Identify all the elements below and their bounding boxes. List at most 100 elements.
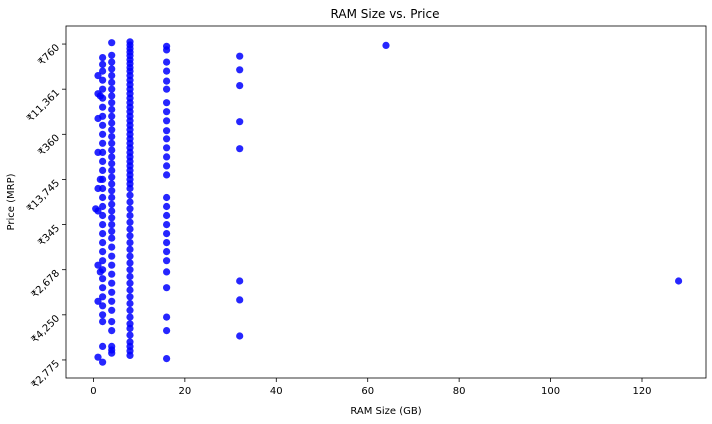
data-point <box>163 46 170 53</box>
data-point <box>94 354 101 361</box>
x-tick-label: 120 <box>632 386 651 397</box>
data-point <box>236 53 243 60</box>
data-point <box>108 52 115 59</box>
data-point <box>108 79 115 86</box>
data-point <box>108 174 115 181</box>
data-point <box>108 86 115 93</box>
data-point <box>163 127 170 134</box>
data-point <box>108 72 115 79</box>
data-point <box>108 350 115 357</box>
data-point <box>126 246 133 253</box>
data-point <box>99 221 106 228</box>
data-point <box>108 221 115 228</box>
data-point <box>126 192 133 199</box>
data-point <box>163 194 170 201</box>
data-point <box>163 78 170 85</box>
data-point <box>108 65 115 72</box>
data-point <box>163 171 170 178</box>
data-point <box>99 248 106 255</box>
x-tick-label: 80 <box>453 386 466 397</box>
data-point <box>108 39 115 46</box>
data-point <box>108 298 115 305</box>
data-point <box>163 355 170 362</box>
data-point <box>163 135 170 142</box>
data-point <box>163 327 170 334</box>
x-tick-label: 40 <box>270 386 283 397</box>
data-point <box>108 113 115 120</box>
plot-area <box>66 26 706 378</box>
data-point <box>108 147 115 154</box>
data-point <box>108 187 115 194</box>
data-point <box>126 286 133 293</box>
data-point <box>108 201 115 208</box>
data-point <box>108 126 115 133</box>
x-tick-label: 20 <box>178 386 191 397</box>
data-point <box>108 153 115 160</box>
data-point <box>92 205 99 212</box>
data-point <box>99 140 106 147</box>
data-point <box>108 327 115 334</box>
data-point <box>126 325 133 332</box>
data-point <box>99 54 106 61</box>
data-point <box>108 271 115 278</box>
data-point <box>126 212 133 219</box>
data-point <box>163 68 170 75</box>
data-point <box>236 145 243 152</box>
data-point <box>126 266 133 273</box>
data-point <box>108 214 115 221</box>
chart-title: RAM Size vs. Price <box>331 7 440 21</box>
data-point <box>108 59 115 66</box>
data-point <box>94 298 101 305</box>
data-point <box>675 277 682 284</box>
data-point <box>163 230 170 237</box>
x-axis-label: RAM Size (GB) <box>350 406 421 417</box>
data-point <box>108 160 115 167</box>
data-point <box>163 86 170 93</box>
data-point <box>163 144 170 151</box>
data-point <box>108 289 115 296</box>
x-tick-label: 60 <box>361 386 374 397</box>
data-point <box>94 72 101 79</box>
data-point <box>94 115 101 122</box>
data-point <box>99 239 106 246</box>
data-point <box>163 153 170 160</box>
data-point <box>163 117 170 124</box>
data-point <box>126 280 133 287</box>
data-point <box>97 268 104 275</box>
data-point <box>126 307 133 314</box>
data-point <box>108 235 115 242</box>
data-point <box>108 106 115 113</box>
data-point <box>126 273 133 280</box>
y-tick-label: ₹345 <box>36 223 62 249</box>
data-point <box>94 262 101 269</box>
data-point <box>99 104 106 111</box>
data-point <box>163 221 170 228</box>
data-point <box>99 158 106 165</box>
data-point <box>163 284 170 291</box>
data-point <box>99 275 106 282</box>
y-tick-label: ₹11,361 <box>25 88 62 125</box>
data-point <box>126 253 133 260</box>
data-point <box>163 99 170 106</box>
data-point <box>99 61 106 68</box>
y-axis-label: Price (MRP) <box>6 173 17 230</box>
data-point <box>99 131 106 138</box>
data-point <box>94 185 101 192</box>
y-tick-label: ₹4,250 <box>30 313 63 346</box>
data-point <box>108 262 115 269</box>
data-point <box>163 162 170 169</box>
data-point <box>108 99 115 106</box>
data-point <box>99 194 106 201</box>
y-tick-label: ₹13,745 <box>25 178 62 215</box>
x-tick-label: 100 <box>541 386 560 397</box>
data-point <box>97 176 104 183</box>
y-tick-label: ₹760 <box>36 42 62 68</box>
y-tick-label: ₹2,678 <box>30 268 63 301</box>
y-tick-label: ₹2,775 <box>30 358 63 391</box>
y-axis-ticks: ₹2,775 ₹4,250 ₹2,678 ₹345 ₹13,745 ₹360 ₹11,361… <box>25 42 66 390</box>
data-point <box>236 118 243 125</box>
data-point <box>99 318 106 325</box>
data-point <box>163 257 170 264</box>
x-tick-label: 0 <box>90 386 96 397</box>
